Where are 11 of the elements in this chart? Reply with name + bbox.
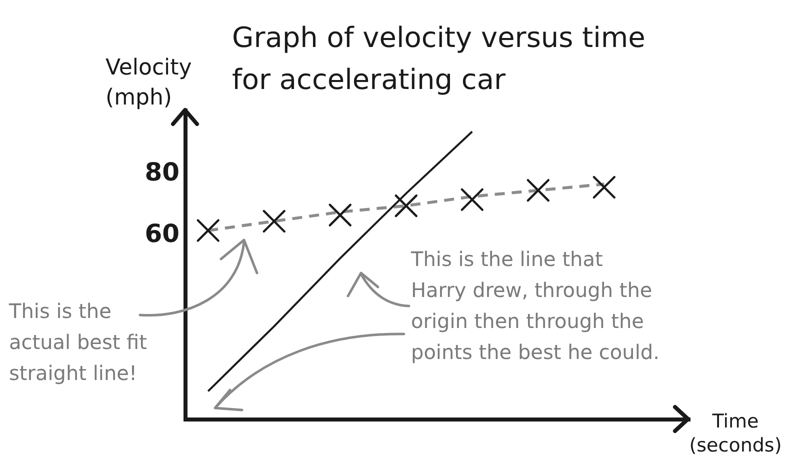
point: [328, 204, 352, 226]
y-tick-label: 80: [144, 157, 180, 186]
annotation: This is the line that Harry drew, through the origin then through the points the best he could.: [410, 247, 660, 364]
x-axis-title: Time (seconds): [689, 410, 782, 456]
line-series: [207, 130, 474, 392]
y-axis-title: Velocity (mph): [106, 56, 192, 110]
point: [592, 176, 616, 199]
y-tick-label: 60: [144, 219, 180, 248]
chart-title: Graph of velocity versus time for accelerating car: [232, 21, 646, 96]
text: This is the actual best fit straight line!: [8, 299, 148, 385]
point: [460, 188, 484, 211]
